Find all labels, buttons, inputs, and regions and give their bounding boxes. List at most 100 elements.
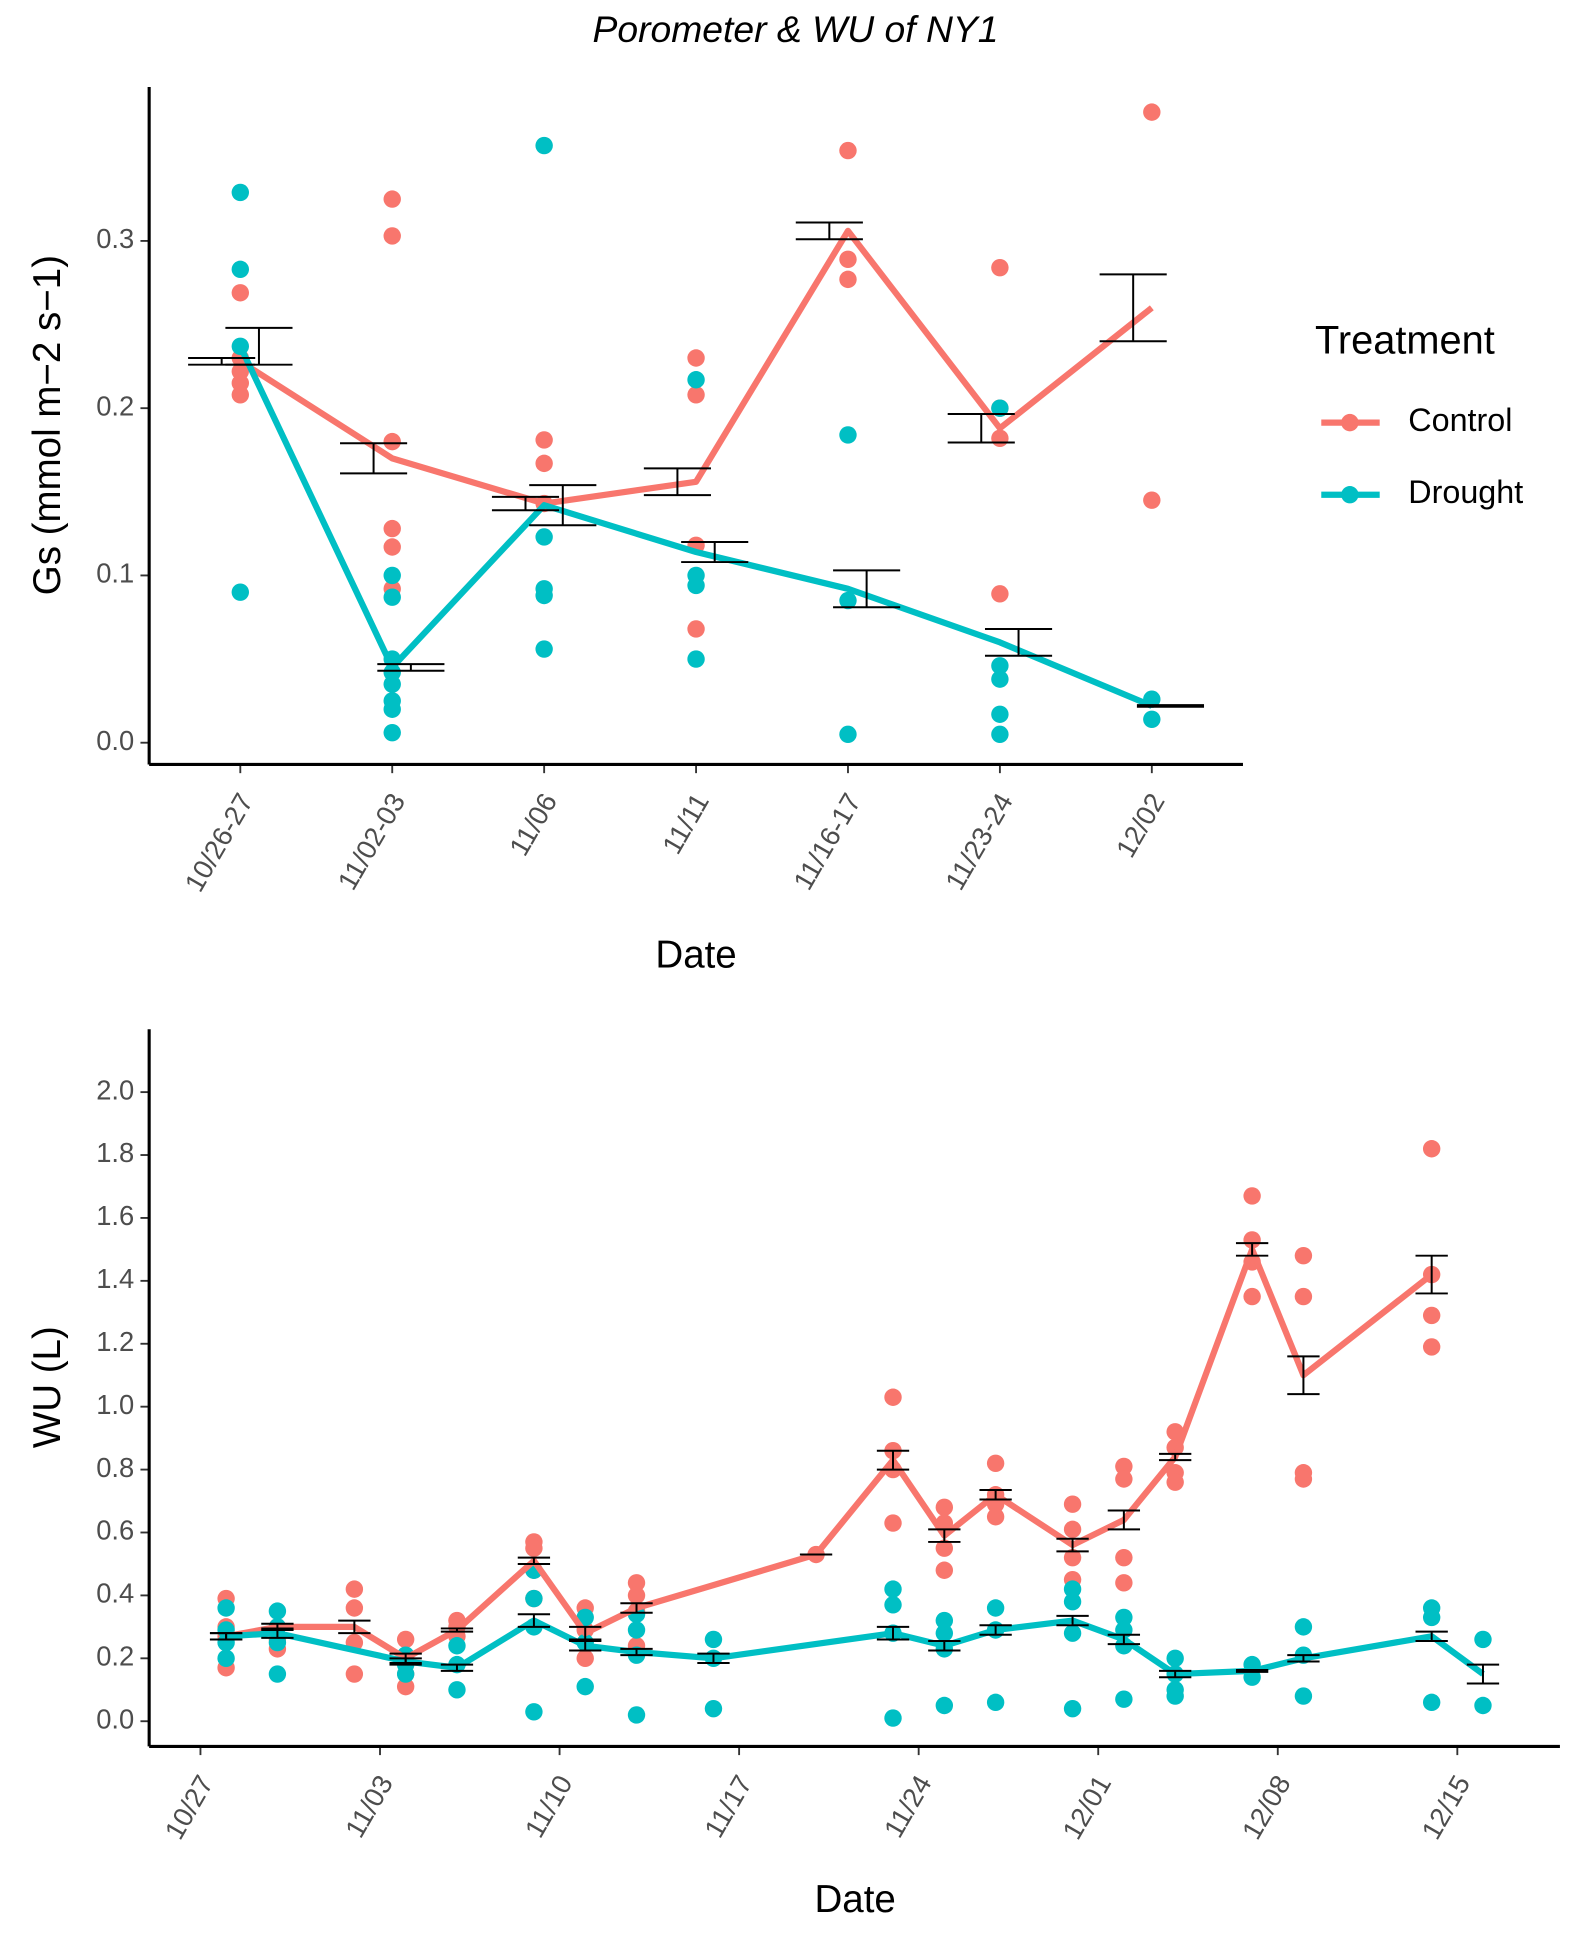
error-bar	[1235, 1668, 1269, 1673]
error-bar	[1056, 1537, 1089, 1553]
x-tick-label: 11/17	[698, 1770, 758, 1843]
point	[884, 1580, 902, 1598]
error-bar	[1136, 704, 1205, 708]
point	[1063, 1593, 1082, 1611]
error-bar	[876, 1625, 910, 1641]
point	[1115, 1608, 1133, 1627]
error-bar	[697, 1652, 730, 1665]
error-bar	[1107, 1633, 1141, 1646]
x-tick-label: 10/27	[158, 1770, 219, 1845]
legend-key	[1341, 413, 1359, 432]
error-bar	[928, 1640, 961, 1652]
error-bar	[984, 627, 1053, 657]
point	[884, 1709, 902, 1727]
point	[839, 250, 857, 269]
legend-label: Drought	[1408, 474, 1523, 510]
point	[268, 1602, 287, 1620]
point	[345, 1580, 364, 1598]
point	[1474, 1696, 1492, 1715]
error-bar	[225, 326, 293, 366]
y-tick-label: 1.6	[96, 1200, 134, 1231]
x-tick-label: 10/26-27	[178, 788, 259, 897]
point	[231, 260, 250, 279]
point	[986, 1454, 1005, 1472]
point	[396, 1630, 415, 1649]
y-tick-label: 1.8	[96, 1137, 134, 1168]
point	[448, 1681, 466, 1699]
x-axis-title: Date	[814, 1878, 895, 1921]
error-bar	[833, 569, 901, 609]
x-tick-label: 12/02	[1110, 788, 1171, 863]
point	[991, 725, 1009, 744]
error-bar	[569, 1625, 602, 1641]
chart-title: Porometer & WU of NY1	[593, 8, 999, 50]
point	[1063, 1520, 1082, 1539]
point	[1143, 710, 1161, 728]
y-tick-label: 1.2	[96, 1326, 134, 1357]
point	[576, 1649, 594, 1668]
point	[383, 566, 401, 585]
point	[231, 386, 250, 404]
mean-line	[225, 1246, 1434, 1662]
y-tick-label: 0.6	[96, 1515, 134, 1546]
point	[1166, 1649, 1184, 1668]
point	[1243, 1287, 1261, 1306]
point	[1143, 103, 1161, 121]
point	[383, 723, 401, 742]
error-bar	[1099, 273, 1167, 343]
point	[345, 1599, 364, 1617]
point	[991, 705, 1009, 723]
point	[627, 1574, 646, 1592]
x-tick-label: 11/10	[518, 1770, 578, 1843]
point	[935, 1498, 954, 1517]
point	[1243, 1231, 1261, 1249]
point	[1115, 1690, 1133, 1708]
point	[1063, 1699, 1082, 1718]
point	[986, 1599, 1005, 1617]
x-tick-label: 11/03	[339, 1770, 399, 1843]
point	[217, 1599, 235, 1617]
error-bar	[1107, 1509, 1141, 1531]
error-bar	[1287, 1654, 1320, 1663]
point	[231, 183, 250, 202]
point	[1422, 1140, 1441, 1158]
y-tick-label: 0.0	[96, 1703, 134, 1734]
point	[991, 399, 1009, 417]
error-bar	[517, 1613, 551, 1628]
point	[535, 586, 553, 605]
point	[1294, 1618, 1313, 1636]
point	[1063, 1495, 1082, 1513]
error-bar	[440, 1627, 474, 1633]
point	[884, 1596, 902, 1614]
point	[383, 700, 401, 718]
error-bar	[979, 1489, 1012, 1501]
point	[839, 270, 857, 289]
point	[1166, 1687, 1184, 1705]
point	[884, 1388, 902, 1406]
error-bar	[529, 484, 597, 527]
point	[627, 1586, 646, 1605]
point	[1243, 1187, 1261, 1205]
point	[986, 1508, 1005, 1526]
point	[687, 576, 705, 595]
x-axis-title: Date	[655, 933, 736, 976]
y-tick-label: 0.2	[96, 1641, 134, 1672]
point	[704, 1699, 723, 1718]
y-tick-label: 0.1	[96, 558, 134, 589]
x-tick-label: 12/08	[1236, 1770, 1297, 1845]
error-bar	[389, 1657, 422, 1666]
x-tick-label: 11/02-03	[331, 788, 411, 895]
y-tick-label: 1.0	[96, 1389, 134, 1420]
point	[935, 1611, 954, 1630]
point	[627, 1621, 646, 1639]
point	[535, 454, 553, 473]
error-bar	[1159, 1669, 1192, 1679]
x-tick-label: 11/11	[656, 788, 715, 859]
point	[231, 284, 250, 302]
point	[576, 1677, 594, 1696]
point	[1422, 1306, 1441, 1325]
error-bar	[209, 1632, 243, 1641]
point	[1115, 1470, 1133, 1488]
error-bar	[681, 540, 749, 564]
point	[1422, 1608, 1441, 1627]
